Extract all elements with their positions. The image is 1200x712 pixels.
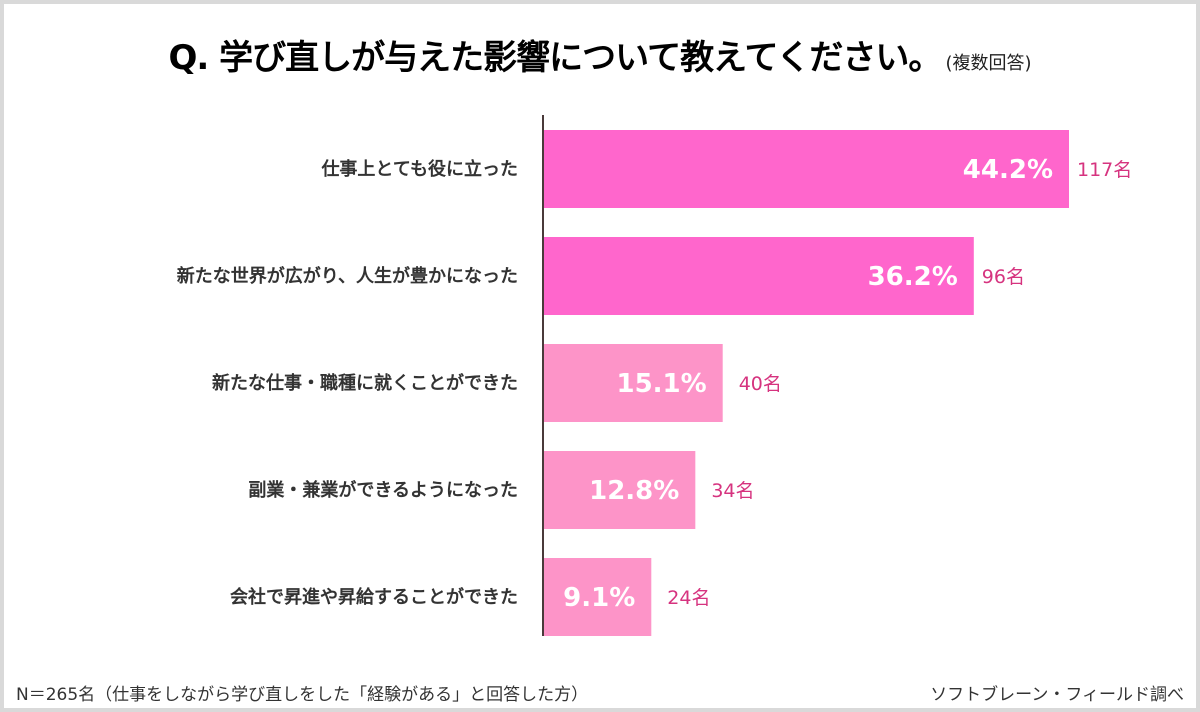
chart-title: Q. 学び直しが与えた影響について教えてください。 [168,38,943,78]
count-label: 34名 [711,480,754,502]
category-label: 副業・兼業ができるようになった [248,479,518,501]
sample-size-note: N＝265名（仕事をしながら学び直しをした「経験がある」と回答した方） [16,685,589,705]
value-label: 9.1% [563,583,635,613]
source-note: ソフトブレーン・フィールド調べ [930,685,1184,705]
value-label: 15.1% [616,369,706,399]
chart-title-block: Q. 学び直しが与えた影響について教えてください。 (複数回答) [0,30,1200,79]
count-label: 96名 [982,266,1025,288]
category-label: 新たな仕事・職種に就くことができた [212,372,518,394]
value-label: 12.8% [589,476,679,506]
category-label: 会社で昇進や昇給することができた [230,586,518,608]
bar [543,558,652,636]
category-label: 仕事上とても役に立った [320,158,518,180]
count-label: 40名 [739,373,782,395]
bar [543,130,1069,208]
count-label: 24名 [667,587,710,609]
count-label: 117名 [1077,159,1132,181]
bar [543,237,974,315]
category-label: 新たな世界が広がり、人生が豊かになった [177,265,518,287]
chart-subtitle: (複数回答) [945,53,1032,74]
bar [543,344,723,422]
bar [543,451,696,529]
value-label: 44.2% [963,155,1053,185]
value-label: 36.2% [868,262,958,292]
